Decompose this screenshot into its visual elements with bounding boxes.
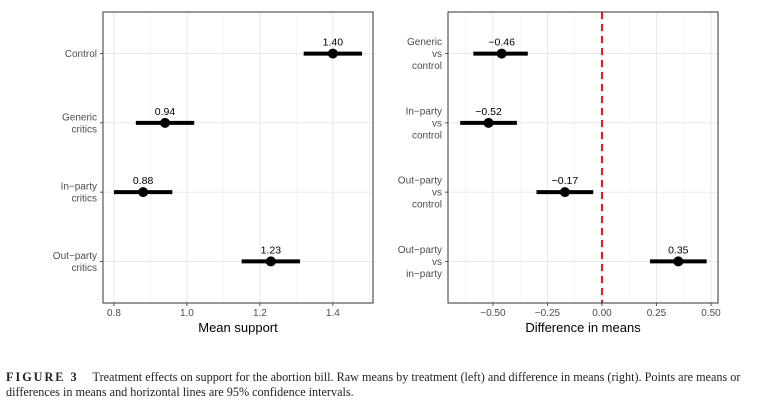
category-label-line: vs [432,49,442,60]
right-y-category-label: Generic vs control [407,37,442,72]
category-label-line: in−party [406,269,442,280]
category-label-line: Out−party [398,176,442,187]
left-x-tick-label: 1.4 [326,308,340,319]
right-data-label: −0.52 [475,106,502,118]
right-y-category-label: Out−party vs control [398,176,442,211]
category-label-line: vs [432,188,442,199]
left-x-tick-label: 1.2 [253,308,267,319]
left-point-estimate [138,187,149,198]
category-label-line: control [412,200,442,211]
right-point-estimate [673,256,684,267]
left-y-category-label: Control [65,49,97,60]
left-data-label: 1.40 [323,37,344,49]
right-point-estimate [483,117,494,128]
left-x-tick-label: 0.8 [107,308,121,319]
left-panel-background [103,12,373,303]
right-x-tick-label: 0.00 [592,308,612,319]
category-label-line: In−party [61,182,97,193]
category-label-line: Out−party [398,245,442,256]
category-label-line: critics [71,124,97,135]
category-label-line: vs [432,257,442,268]
right-panel-border [447,11,719,304]
left-point-estimate [160,117,171,128]
right-data-label: −0.17 [552,175,579,187]
left-y-category-label: Out−party critics [53,251,97,274]
left-x-tick-label: 1.0 [180,308,194,319]
category-label-line: critics [71,263,97,274]
category-label-line: control [412,130,442,141]
right-y-category-label: Out−party vs in−party [398,245,442,280]
right-point-estimate [559,187,570,198]
category-label-line: Generic [407,37,442,48]
right-point-estimate [496,48,507,59]
left-panel-border [102,11,374,304]
right-data-label: 0.35 [668,244,689,256]
category-label-line: critics [71,194,97,205]
category-label-line: Out−party [53,251,97,262]
left-point-estimate [265,256,276,267]
left-data-label: 0.88 [133,175,154,187]
right-x-tick-label: −0.25 [535,308,561,319]
caption-text: Treatment effects on support for the abo… [6,370,741,399]
category-label-line: Control [65,49,97,60]
left-data-label: 0.94 [155,106,176,118]
category-label-line: control [412,61,442,72]
right-x-tick-label: 0.25 [647,308,667,319]
left-x-axis-title: Mean support [198,320,278,335]
figure-caption: FIGURE 3 Treatment effects on support for… [6,370,766,400]
left-data-label: 1.23 [261,244,282,256]
left-y-category-label: In−party critics [61,182,97,205]
right-x-axis-title: Difference in means [525,320,641,335]
category-label-line: vs [432,118,442,129]
category-label-line: Generic [62,112,97,123]
left-point-estimate [327,48,338,59]
right-y-category-label: In−party vs control [406,106,442,141]
right-x-tick-label: −0.50 [480,308,506,319]
right-x-tick-label: 0.50 [701,308,721,319]
figure-label: FIGURE 3 [6,370,79,384]
right-data-label: −0.46 [488,37,515,49]
category-label-line: In−party [406,106,442,117]
left-y-category-label: Generic critics [62,112,97,135]
